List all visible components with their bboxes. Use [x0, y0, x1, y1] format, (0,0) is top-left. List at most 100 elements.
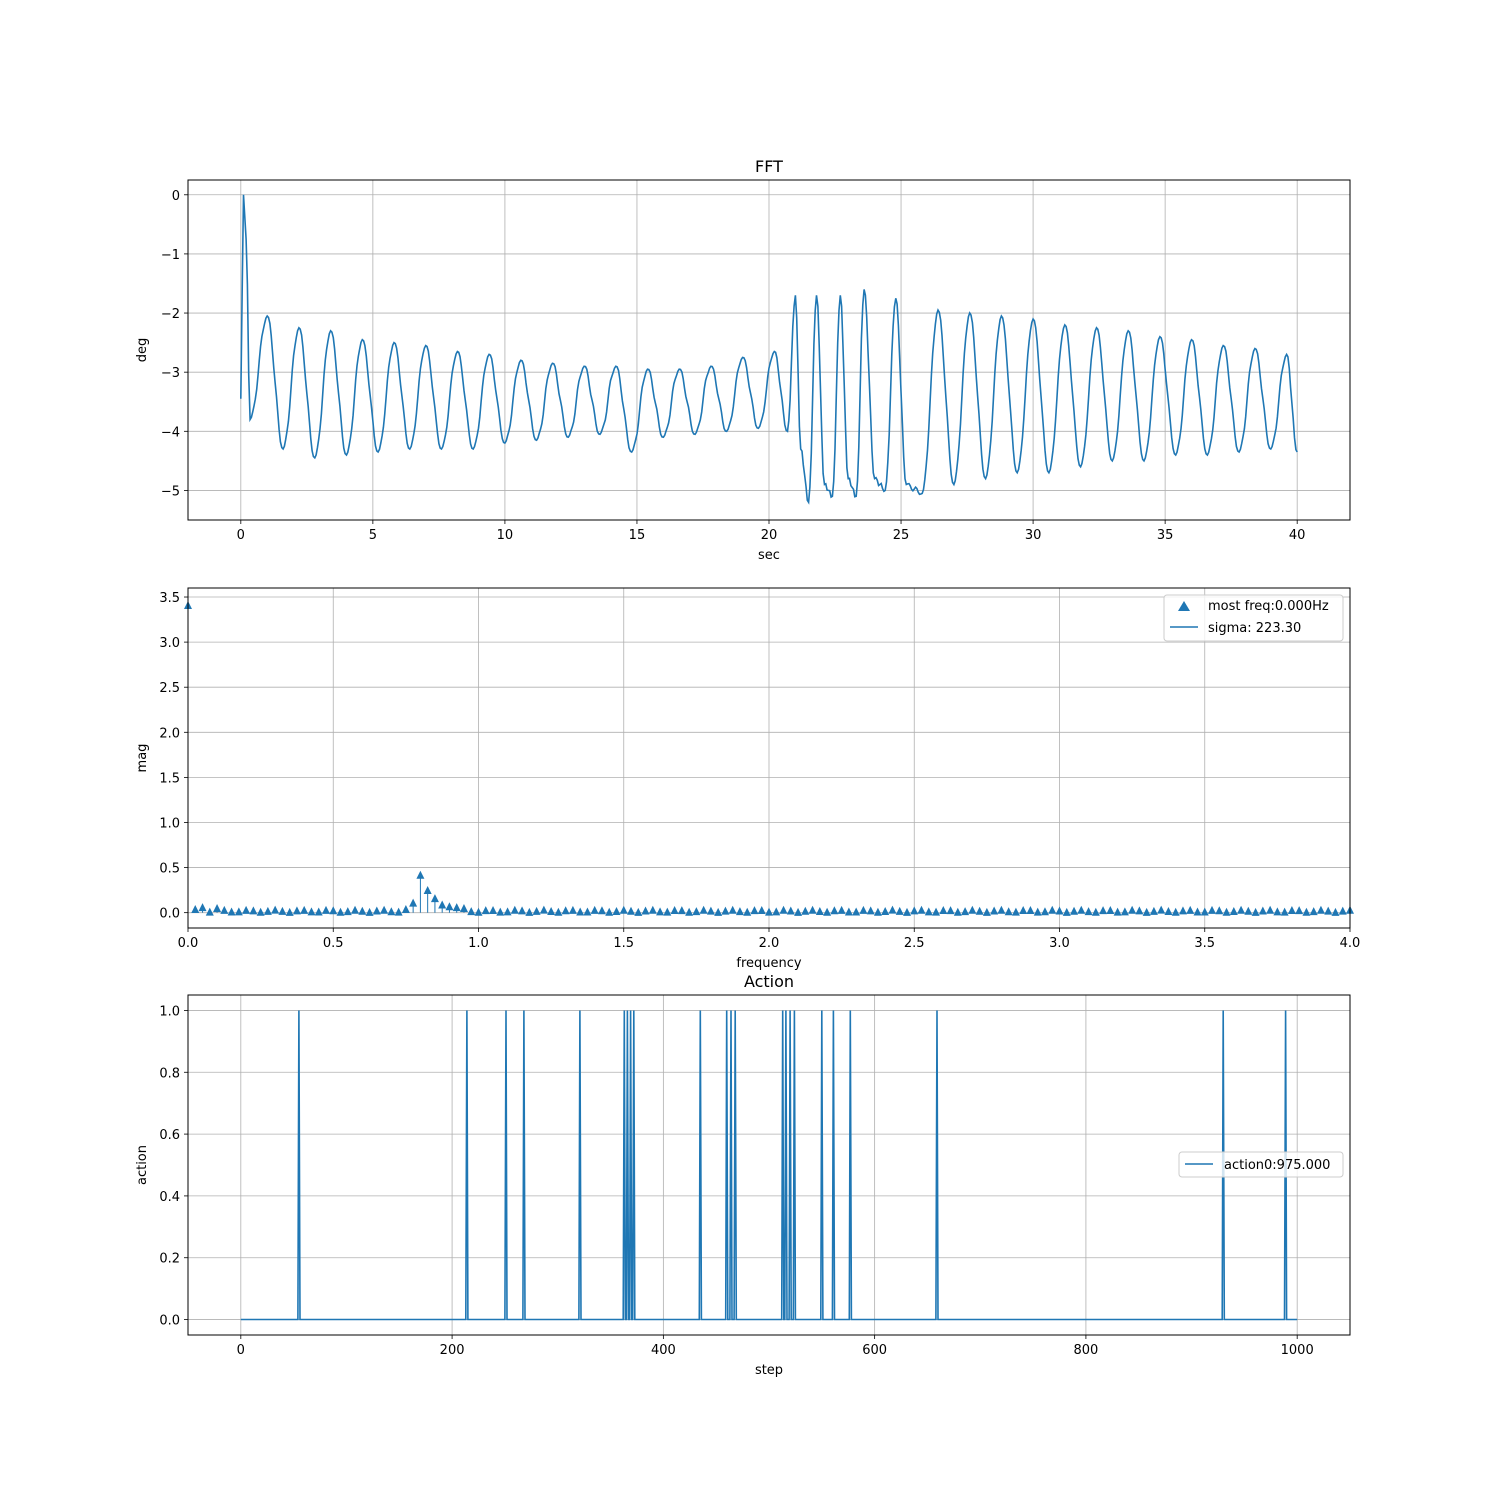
stem-marker — [866, 906, 875, 915]
time-series-line — [240, 194, 1298, 505]
stem-marker — [1040, 907, 1049, 916]
stem-marker — [1149, 906, 1158, 915]
stem-marker — [452, 903, 461, 912]
time-y-axis-label: deg — [135, 338, 150, 363]
stem-marker — [873, 907, 882, 916]
stem-marker — [300, 905, 309, 914]
time-series-panel: 0 5 10 15 20 25 30 35 40 0 −1 −2 −3 −4 −5 FFT sec deg — [135, 157, 1351, 563]
stem-marker — [438, 900, 447, 909]
stem-marker — [1309, 907, 1318, 916]
x-tick-label: 400 — [651, 1343, 676, 1358]
x-tick-label: 200 — [440, 1343, 465, 1358]
stem-marker — [772, 907, 781, 916]
y-tick-label: 0.5 — [159, 862, 180, 877]
x-tick-label: 15 — [629, 528, 646, 543]
stem-marker — [213, 904, 222, 913]
stem-marker — [946, 906, 955, 915]
stem-marker — [1142, 907, 1151, 916]
stem-marker — [525, 907, 534, 916]
stem-marker — [685, 907, 694, 916]
stem-marker — [939, 905, 948, 914]
stem-marker — [1266, 905, 1275, 914]
legend-triangle-marker — [1178, 601, 1190, 611]
stem-marker — [953, 907, 962, 916]
stem-marker — [351, 905, 360, 914]
stem-marker — [445, 902, 454, 911]
y-tick-label: 0 — [172, 189, 180, 204]
stem-marker — [547, 906, 556, 915]
stem-marker — [518, 906, 527, 915]
time-y-ticks: 0 −1 −2 −3 −4 −5 — [161, 189, 188, 499]
stem-marker — [343, 907, 352, 916]
stem-marker — [1178, 906, 1187, 915]
x-tick-label: 40 — [1289, 528, 1306, 543]
stem-marker — [852, 907, 861, 916]
stem-marker — [1157, 905, 1166, 914]
legend-sigma: sigma: 223.30 — [1208, 621, 1301, 636]
stem-marker — [1324, 906, 1333, 915]
action-y-ticks: 0.0 0.2 0.4 0.6 0.8 1.0 — [159, 1004, 188, 1329]
stem-marker — [583, 907, 592, 916]
stem-marker — [808, 905, 817, 914]
stem-marker — [1193, 907, 1202, 916]
stem-marker — [314, 907, 323, 916]
action-y-axis-label: action — [135, 1145, 150, 1185]
stem-marker — [380, 905, 389, 914]
stem-marker — [765, 907, 773, 916]
spectrum-stems — [184, 601, 1354, 916]
x-tick-label: 800 — [1073, 1343, 1098, 1358]
x-tick-label: 30 — [1025, 528, 1042, 543]
y-tick-label: 1.5 — [159, 771, 180, 786]
stem-marker — [917, 905, 926, 914]
stem-marker — [372, 906, 381, 915]
spectrum-legend: most freq:0.000Hz sigma: 223.30 — [1163, 594, 1344, 642]
stem-marker — [888, 905, 897, 914]
stem-marker — [699, 905, 708, 914]
stem-marker — [902, 907, 911, 916]
stem-marker — [757, 905, 766, 914]
stem-marker — [706, 906, 715, 915]
y-tick-label: 3.0 — [159, 636, 180, 651]
stem-marker — [532, 906, 541, 915]
stem-marker — [430, 894, 439, 903]
stem-marker — [1208, 905, 1217, 914]
x-tick-label: 35 — [1157, 528, 1174, 543]
stem-marker — [1229, 907, 1238, 916]
stem-marker — [227, 907, 236, 916]
stem-marker — [837, 905, 846, 914]
stem-marker — [590, 905, 599, 914]
y-tick-label: 2.5 — [159, 681, 180, 696]
stem-marker — [1135, 906, 1144, 915]
stem-marker — [365, 907, 374, 916]
stem-marker — [459, 904, 468, 913]
stem-marker — [503, 907, 512, 916]
stem-marker — [1055, 906, 1064, 915]
stem-marker — [663, 907, 672, 916]
stem-marker — [1019, 906, 1028, 915]
stem-marker — [409, 898, 418, 907]
stem-marker — [1026, 906, 1035, 915]
x-tick-label: 0.5 — [323, 936, 344, 951]
time-grid — [188, 180, 1350, 520]
stem-marker — [394, 907, 403, 916]
stem-marker — [997, 905, 1006, 914]
time-x-ticks: 0 5 10 15 20 25 30 35 40 — [237, 520, 1306, 543]
stem-marker — [292, 906, 301, 915]
x-tick-label: 0 — [237, 528, 245, 543]
stem-marker — [329, 906, 338, 915]
stem-marker — [648, 905, 657, 914]
stem-marker — [1258, 906, 1267, 915]
stem-marker — [1070, 906, 1079, 915]
stem-marker — [1186, 905, 1195, 914]
x-tick-label: 600 — [862, 1343, 887, 1358]
stem-marker — [786, 906, 795, 915]
stem-marker — [1280, 907, 1289, 916]
stem-marker — [634, 907, 643, 916]
stem-marker — [990, 906, 999, 915]
stem-marker — [1295, 906, 1304, 915]
stem-marker — [387, 907, 396, 916]
x-tick-label: 20 — [761, 528, 778, 543]
stem-marker — [801, 906, 810, 915]
stem-marker — [1273, 907, 1282, 916]
